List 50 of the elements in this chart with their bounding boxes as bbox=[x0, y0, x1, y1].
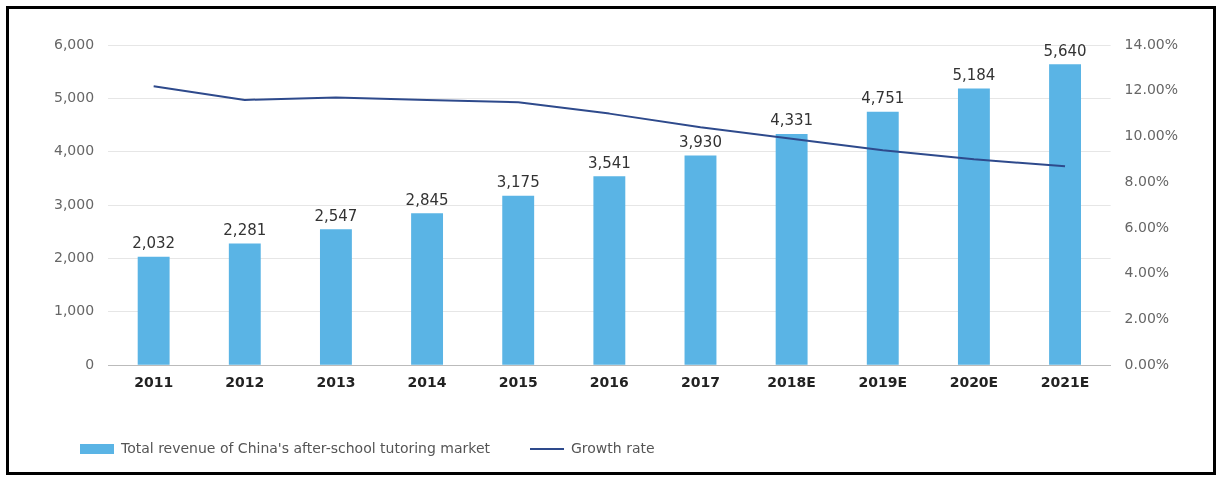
y2-tick-label: 2.00% bbox=[1124, 310, 1170, 327]
x-tick-label: 2018E bbox=[767, 374, 816, 391]
x-tick-label: 2019E bbox=[858, 374, 908, 391]
bar bbox=[319, 229, 352, 365]
data-label: 5,184 bbox=[952, 65, 996, 84]
y2-tick-label: 0.00% bbox=[1124, 355, 1170, 372]
y2-tick-label: 4.00% bbox=[1124, 264, 1170, 281]
bar bbox=[228, 243, 261, 365]
y2-tick-label: 6.00% bbox=[1124, 218, 1170, 235]
legend-label: Total revenue of China's after-school tutoring market bbox=[120, 439, 491, 456]
x-tick-label: 2020E bbox=[949, 374, 999, 391]
x-tick-label: 2016 bbox=[589, 374, 629, 391]
y-tick-label: 3,000 bbox=[53, 195, 95, 212]
data-label: 4,331 bbox=[770, 111, 814, 130]
data-label: 2,845 bbox=[405, 190, 449, 209]
data-label: 5,640 bbox=[1043, 41, 1087, 60]
y2-tick-label: 12.00% bbox=[1124, 81, 1179, 98]
bar bbox=[1049, 64, 1081, 365]
data-label: 2,547 bbox=[314, 206, 358, 225]
bar bbox=[137, 256, 170, 365]
y2-tick-label: 10.00% bbox=[1124, 127, 1179, 144]
data-label: 3,175 bbox=[496, 173, 540, 192]
x-tick-label: 2012 bbox=[225, 374, 265, 391]
y-tick-label: 4,000 bbox=[53, 142, 95, 159]
y2-tick-label: 8.00% bbox=[1124, 172, 1170, 189]
y-tick-label: 5,000 bbox=[53, 89, 95, 106]
x-tick-label: 2017 bbox=[681, 374, 720, 391]
y-tick-label: 2,000 bbox=[53, 249, 95, 266]
bar bbox=[502, 195, 535, 365]
x-tick-label: 2011 bbox=[134, 374, 174, 391]
bar bbox=[775, 134, 808, 365]
data-label: 3,930 bbox=[679, 132, 722, 151]
y2-tick-label: 14.00% bbox=[1124, 35, 1179, 52]
x-tick-label: 2015 bbox=[498, 374, 538, 391]
y-tick-label: 6,000 bbox=[53, 35, 95, 52]
legend-label: Growth rate bbox=[571, 439, 655, 456]
x-tick-label: 2014 bbox=[407, 374, 447, 391]
bar bbox=[866, 111, 899, 365]
y-tick-label: 0 bbox=[85, 355, 95, 372]
bar bbox=[684, 155, 717, 365]
data-label: 2,281 bbox=[223, 220, 267, 239]
x-tick-label: 2013 bbox=[316, 374, 356, 391]
bar bbox=[593, 176, 626, 365]
y-tick-label: 1,000 bbox=[53, 302, 95, 319]
data-label: 3,541 bbox=[587, 153, 631, 172]
data-label: 2,032 bbox=[132, 234, 176, 253]
data-label: 4,751 bbox=[861, 89, 905, 108]
bar bbox=[957, 88, 990, 365]
x-tick-label: 2021E bbox=[1040, 374, 1090, 391]
bar bbox=[411, 213, 444, 365]
